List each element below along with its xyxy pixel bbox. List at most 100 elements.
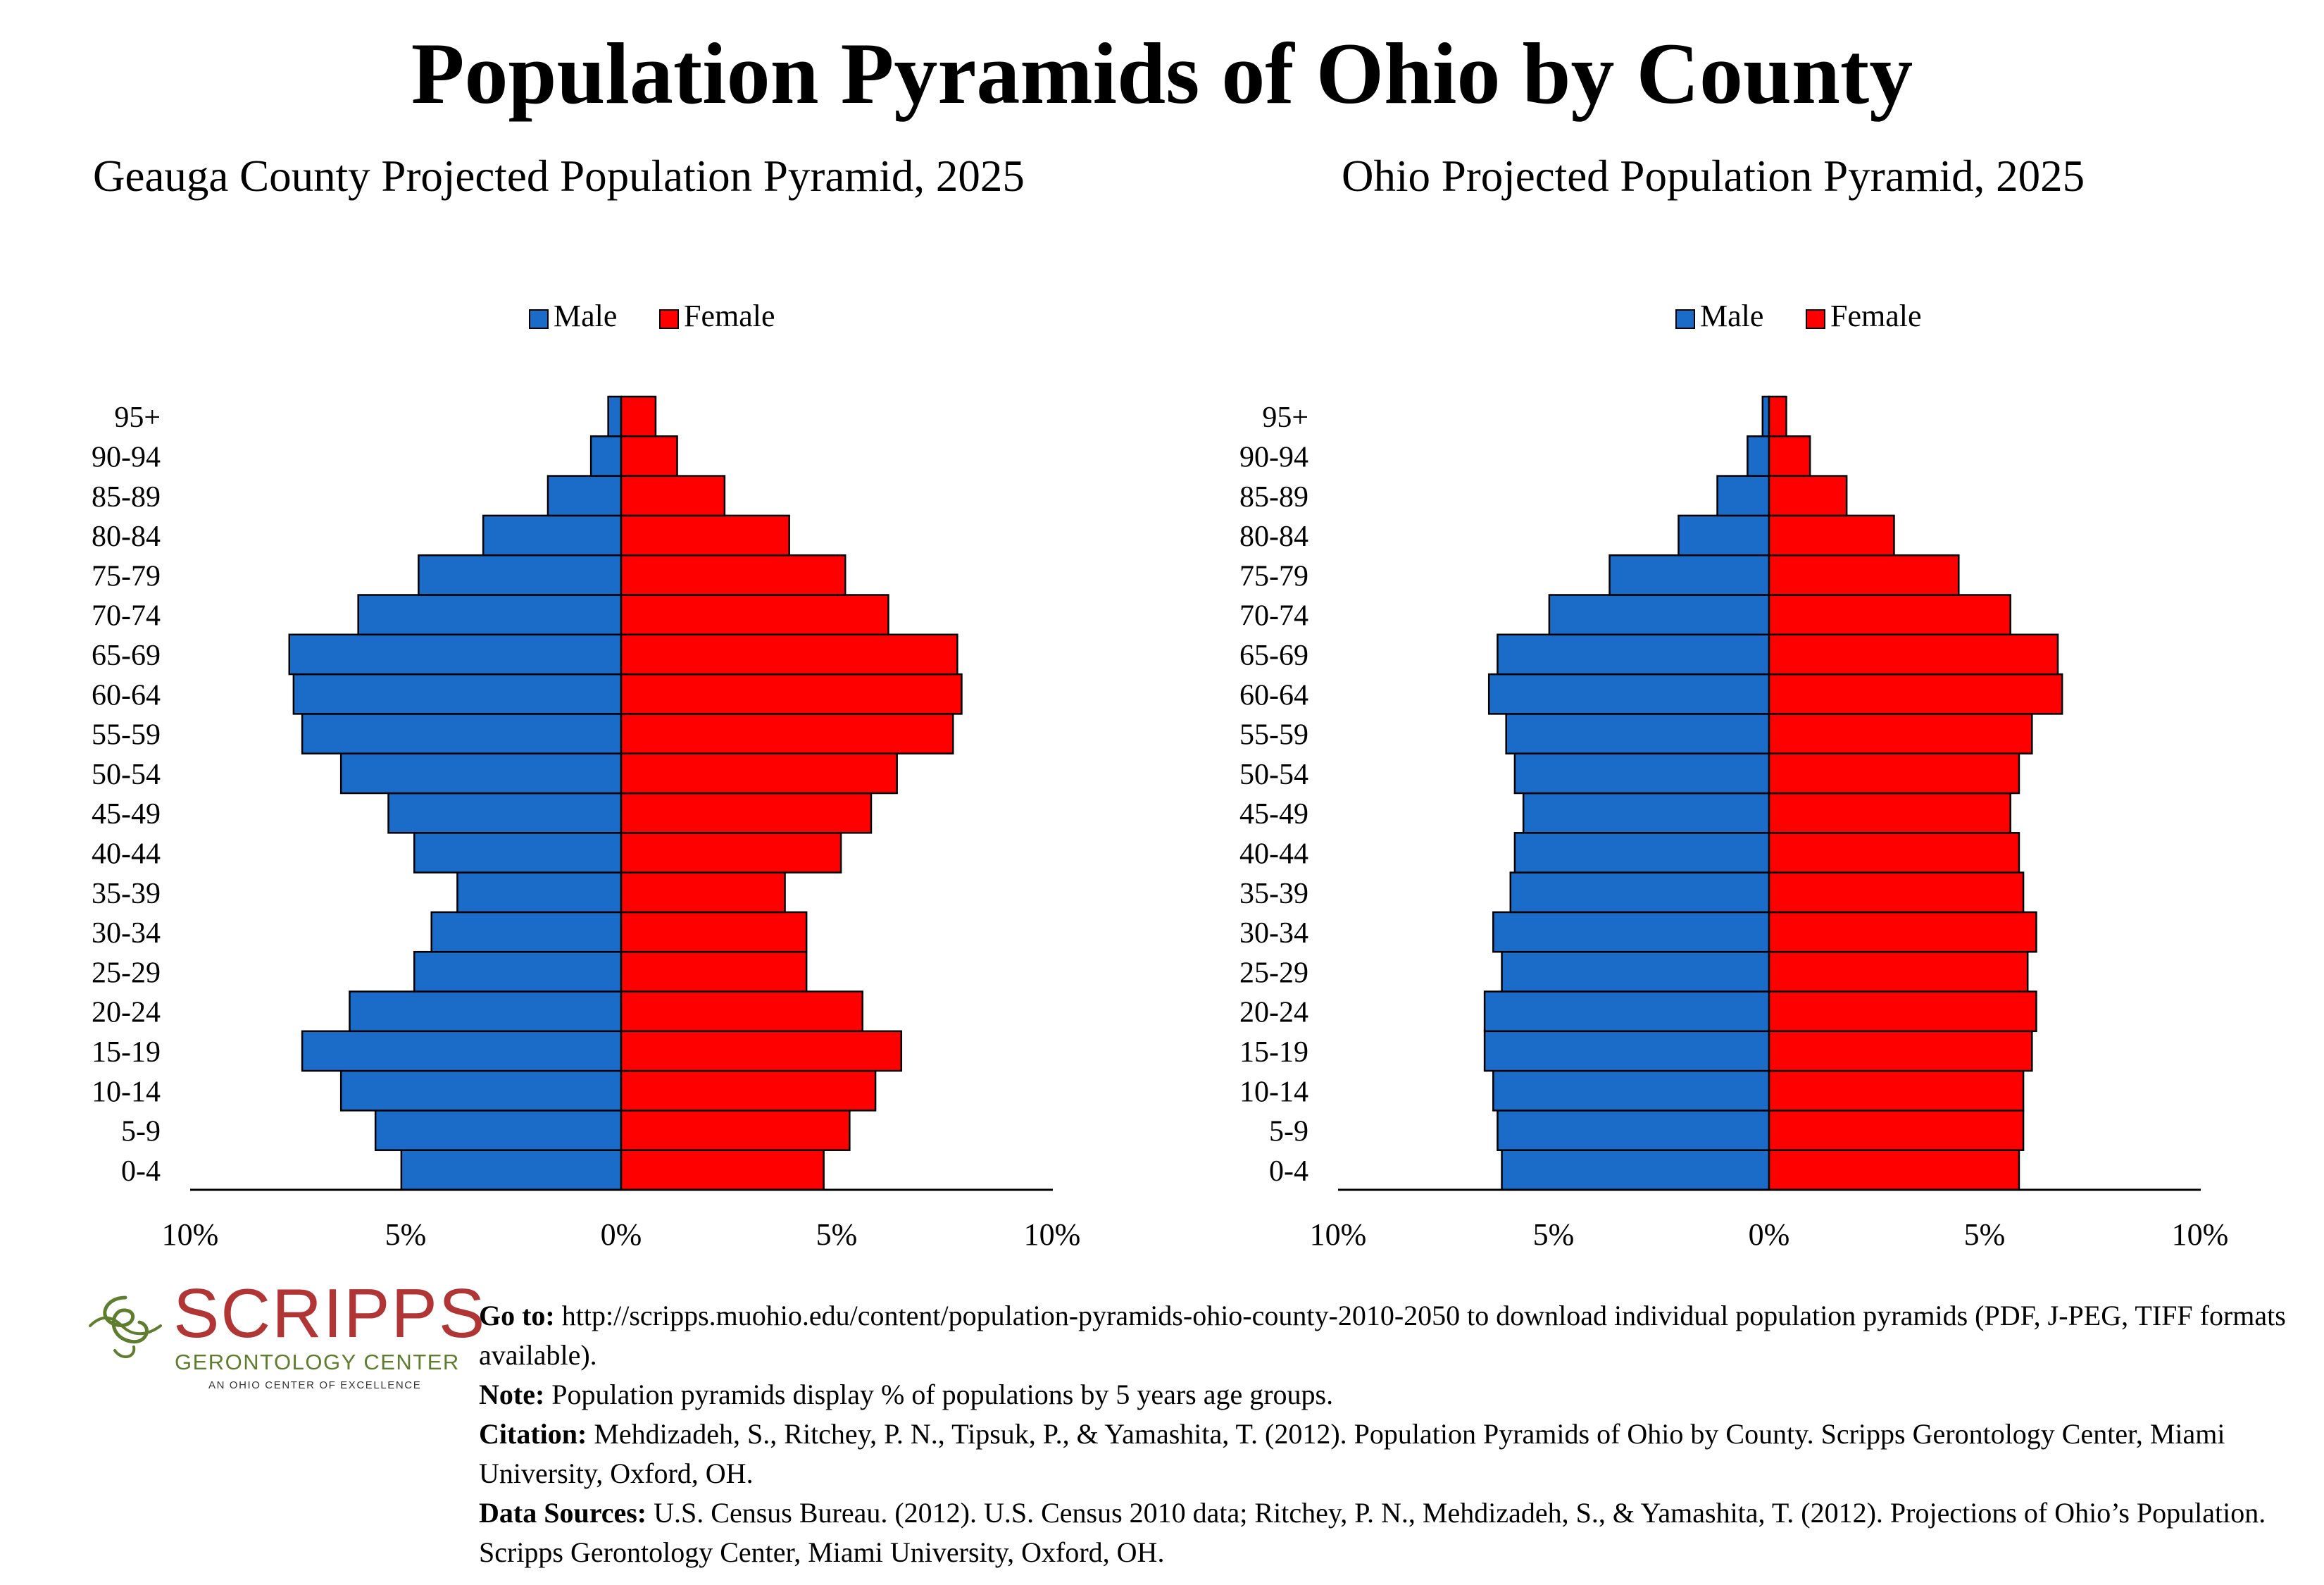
bar-male-55-59 xyxy=(1505,713,1770,754)
logo-wordmark: SCRIPPS xyxy=(173,1274,487,1352)
bar-male-40-44 xyxy=(1513,832,1770,874)
bar-male-90-94 xyxy=(589,435,623,477)
age-label-10-14: 10-14 xyxy=(1239,1076,1308,1108)
bar-female-65-69 xyxy=(1768,633,2059,676)
legend-female-label: Female xyxy=(684,299,775,333)
age-label-5-9: 5-9 xyxy=(121,1116,161,1148)
bar-female-60-64 xyxy=(620,673,963,715)
x-tick-label: 5% xyxy=(385,1217,427,1252)
bar-male-35-39 xyxy=(1509,871,1770,914)
citation-label: Citation: xyxy=(479,1418,587,1450)
age-label-70-74: 70-74 xyxy=(1239,600,1308,633)
age-label-85-89: 85-89 xyxy=(92,481,161,514)
bar-female-30-34 xyxy=(1768,911,2037,953)
bar-female-15-19 xyxy=(1768,1030,2033,1072)
sources-label: Data Sources: xyxy=(479,1497,647,1529)
age-label-90-94: 90-94 xyxy=(92,441,161,473)
bar-female-85-89 xyxy=(1768,475,1848,517)
bar-male-30-34 xyxy=(430,911,623,953)
logo-tagline: AN OHIO CENTER OF EXCELLENCE xyxy=(208,1379,422,1391)
bar-female-65-69 xyxy=(620,633,958,676)
age-label-95+: 95+ xyxy=(1262,402,1308,434)
bar-female-55-59 xyxy=(620,713,954,754)
age-label-15-19: 15-19 xyxy=(1239,1036,1308,1069)
bar-female-35-39 xyxy=(1768,871,2025,914)
bar-male-50-54 xyxy=(1513,752,1770,795)
age-label-70-74: 70-74 xyxy=(92,600,161,633)
age-label-55-59: 55-59 xyxy=(92,719,161,752)
bar-female-25-29 xyxy=(1768,950,2029,993)
bar-male-95+ xyxy=(1761,395,1770,437)
age-label-20-24: 20-24 xyxy=(92,997,161,1029)
bar-female-20-24 xyxy=(620,990,863,1033)
bar-female-10-14 xyxy=(1768,1069,2025,1112)
bar-male-55-59 xyxy=(301,713,623,754)
bar-female-45-49 xyxy=(1768,792,2011,834)
age-label-95+: 95+ xyxy=(114,402,161,434)
pyramid-chart-geauga: Male Female 0-4 5-9 10-14 15-19 20-24 25-29 30-3… xyxy=(92,299,1080,1252)
age-label-35-39: 35-39 xyxy=(92,878,161,910)
logo-subtitle: GERONTOLOGY CENTER xyxy=(175,1350,460,1374)
bar-female-0-4 xyxy=(1768,1149,2020,1191)
bar-male-40-44 xyxy=(413,832,623,874)
bar-male-60-64 xyxy=(292,673,623,715)
bar-male-90-94 xyxy=(1747,435,1770,477)
goto-text: http://scripps.muohio.edu/content/popula… xyxy=(479,1300,2286,1371)
legend-female-swatch xyxy=(1806,309,1825,329)
bar-male-30-34 xyxy=(1492,911,1770,953)
sources-text: U.S. Census Bureau. (2012). U.S. Census … xyxy=(479,1497,2266,1568)
goto-note: Go to: http://scripps.muohio.edu/content… xyxy=(479,1296,2310,1375)
age-label-85-89: 85-89 xyxy=(1239,481,1308,514)
bar-female-15-19 xyxy=(620,1030,903,1072)
age-label-30-34: 30-34 xyxy=(92,917,161,950)
footnotes: Go to: http://scripps.muohio.edu/content… xyxy=(479,1296,2310,1572)
age-label-25-29: 25-29 xyxy=(1239,957,1308,989)
chart-title-geauga: Geauga County Projected Population Pyram… xyxy=(93,151,1025,201)
scripps-logo: SCRIPPS GERONTOLOGY CENTER AN OHIO CENTE… xyxy=(83,1276,485,1403)
sources-note: Data Sources: U.S. Census Bureau. (2012)… xyxy=(479,1493,2310,1572)
bar-female-80-84 xyxy=(620,514,790,557)
age-label-65-69: 65-69 xyxy=(1239,640,1308,672)
x-tick-label: 0% xyxy=(601,1217,642,1252)
age-label-45-49: 45-49 xyxy=(1239,798,1308,831)
bar-female-10-14 xyxy=(620,1069,877,1112)
age-label-80-84: 80-84 xyxy=(1239,521,1308,553)
legend-female-label: Female xyxy=(1830,299,1922,333)
bar-female-50-54 xyxy=(1768,752,2020,795)
legend-male-label: Male xyxy=(554,299,617,333)
age-label-5-9: 5-9 xyxy=(1269,1116,1308,1148)
bar-female-0-4 xyxy=(620,1149,825,1191)
bar-male-15-19 xyxy=(301,1030,623,1072)
bar-male-80-84 xyxy=(1678,514,1770,557)
bar-female-75-79 xyxy=(620,554,846,596)
age-label-10-14: 10-14 xyxy=(92,1076,161,1108)
bar-female-60-64 xyxy=(1768,673,2063,715)
x-tick-label: 5% xyxy=(1964,1217,2006,1252)
age-label-30-34: 30-34 xyxy=(1239,917,1308,950)
age-label-90-94: 90-94 xyxy=(1239,441,1308,473)
bar-male-0-4 xyxy=(400,1149,623,1191)
x-tick-label: 10% xyxy=(162,1217,219,1252)
bar-female-70-74 xyxy=(1768,594,2011,636)
bar-male-70-74 xyxy=(1548,594,1770,636)
bar-male-75-79 xyxy=(1608,554,1770,596)
bar-female-45-49 xyxy=(620,792,873,834)
age-label-0-4: 0-4 xyxy=(1269,1155,1308,1188)
bar-male-85-89 xyxy=(546,475,623,517)
bar-male-15-19 xyxy=(1483,1030,1770,1072)
citation-text: Mehdizadeh, S., Ritchey, P. N., Tipsuk, … xyxy=(479,1418,2225,1489)
age-label-50-54: 50-54 xyxy=(92,759,161,791)
age-label-15-19: 15-19 xyxy=(92,1036,161,1069)
age-label-60-64: 60-64 xyxy=(92,679,161,711)
bar-male-85-89 xyxy=(1716,475,1770,517)
citation-note: Citation: Mehdizadeh, S., Ritchey, P. N.… xyxy=(479,1415,2310,1493)
age-label-20-24: 20-24 xyxy=(1239,997,1308,1029)
bar-male-25-29 xyxy=(413,950,623,993)
bar-female-20-24 xyxy=(1768,990,2037,1033)
bar-female-40-44 xyxy=(1768,832,2020,874)
bar-male-65-69 xyxy=(288,633,623,676)
x-tick-label: 5% xyxy=(1533,1217,1575,1252)
age-label-80-84: 80-84 xyxy=(92,521,161,553)
age-label-25-29: 25-29 xyxy=(92,957,161,989)
bar-male-45-49 xyxy=(1522,792,1770,834)
